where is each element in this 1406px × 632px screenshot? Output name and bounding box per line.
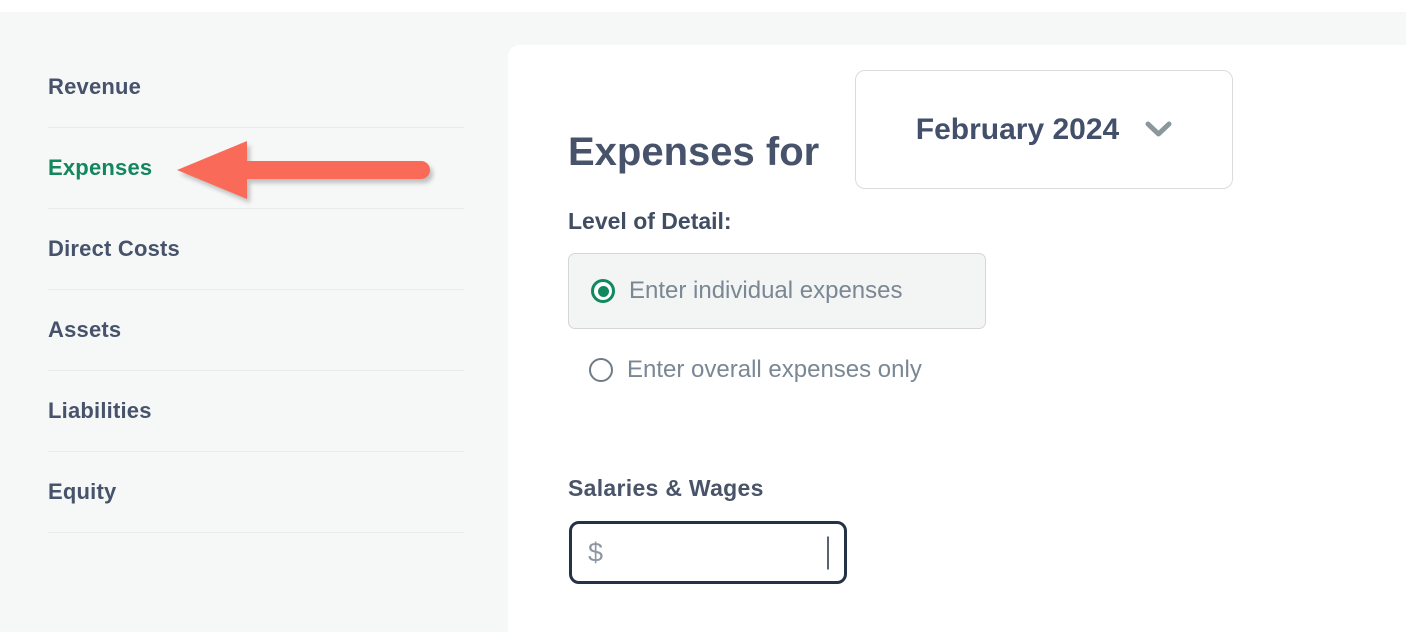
- sidebar-item-label: Equity: [48, 479, 117, 504]
- radio-selected-icon: [591, 279, 615, 303]
- chevron-down-icon: [1145, 121, 1172, 137]
- radio-option-overall-expenses[interactable]: Enter overall expenses only: [589, 356, 922, 384]
- sidebar-item-liabilities[interactable]: Liabilities: [48, 371, 464, 452]
- salaries-wages-input[interactable]: $: [569, 521, 847, 584]
- radio-unselected-icon: [589, 358, 613, 382]
- sidebar-item-label: Liabilities: [48, 398, 152, 423]
- sidebar-item-label: Assets: [48, 317, 122, 342]
- radio-option-individual-expenses[interactable]: Enter individual expenses: [568, 253, 986, 329]
- sidebar-item-label: Direct Costs: [48, 236, 180, 261]
- sidebar-item-direct-costs[interactable]: Direct Costs: [48, 209, 464, 290]
- sidebar-list: Revenue Expenses Direct Costs Assets Liabili…: [48, 47, 464, 533]
- radio-option-label: Enter individual expenses: [629, 277, 903, 304]
- sidebar-item-assets[interactable]: Assets: [48, 290, 464, 371]
- sidebar-item-label: Expenses: [48, 155, 153, 180]
- top-strip: [0, 0, 1406, 12]
- sidebar-item-equity[interactable]: Equity: [48, 452, 464, 533]
- month-selector-value: February 2024: [915, 112, 1120, 146]
- radio-option-label: Enter overall expenses only: [627, 356, 922, 383]
- level-of-detail-label: Level of Detail:: [568, 208, 732, 234]
- radio-dot: [597, 285, 609, 297]
- month-selector-dropdown[interactable]: February 2024: [855, 70, 1233, 189]
- sidebar-item-label: Revenue: [48, 74, 142, 99]
- salaries-wages-label: Salaries & Wages: [568, 475, 764, 501]
- page-title: Expenses for: [568, 129, 820, 174]
- currency-symbol: $: [588, 537, 604, 567]
- sidebar-item-revenue[interactable]: Revenue: [48, 47, 464, 128]
- sidebar-item-expenses[interactable]: Expenses: [48, 128, 464, 209]
- text-cursor: [827, 536, 829, 569]
